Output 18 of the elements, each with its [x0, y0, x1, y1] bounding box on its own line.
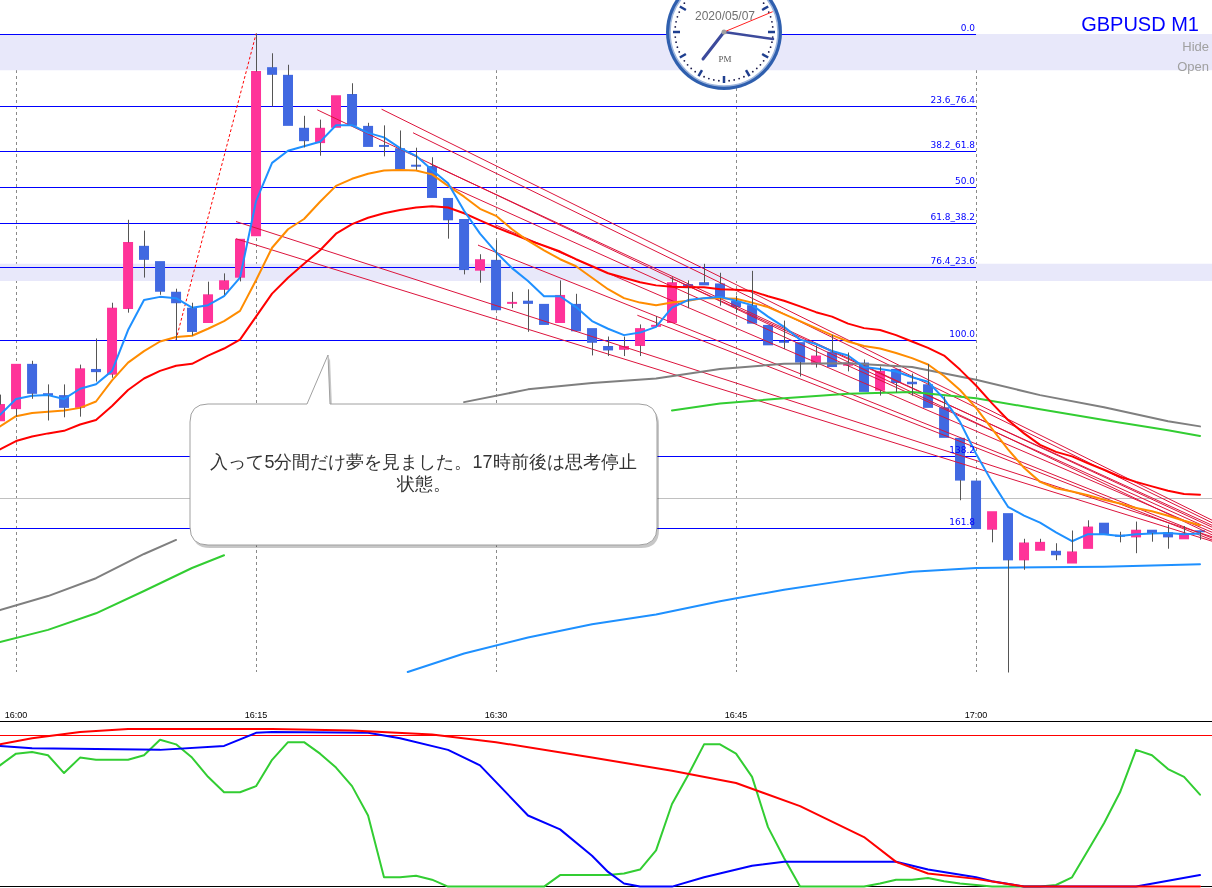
ref-line-label: 76.4_23.6: [930, 255, 976, 266]
ref-line-label: 0.0: [960, 22, 976, 33]
x-tick-label: 16:00: [4, 709, 28, 720]
x-tick-label: 17:00: [964, 709, 988, 720]
ref-line-label: 50.0: [954, 175, 976, 186]
annotation: PM: [718, 53, 732, 64]
annotation: Open: [1177, 58, 1209, 74]
ref-line-label: 61.8_38.2: [930, 211, 976, 222]
text: 2020/05/07: [694, 9, 756, 23]
ref-line-label: 100.0: [949, 328, 976, 339]
x-tick-label: 16:45: [724, 709, 748, 720]
x-tick-label: 16:15: [244, 709, 268, 720]
chart-title: GBPUSD M1: [1081, 13, 1199, 35]
ref-line-label: 23.6_76.4: [930, 94, 976, 105]
x-tick-label: 16:30: [484, 709, 508, 720]
ref-line-label: 38.2_61.8: [930, 139, 976, 150]
annotation: Hide: [1182, 38, 1209, 54]
annotation: 入って5分間だけ夢を見ました。17時前後は思考停止状態。: [209, 451, 638, 495]
